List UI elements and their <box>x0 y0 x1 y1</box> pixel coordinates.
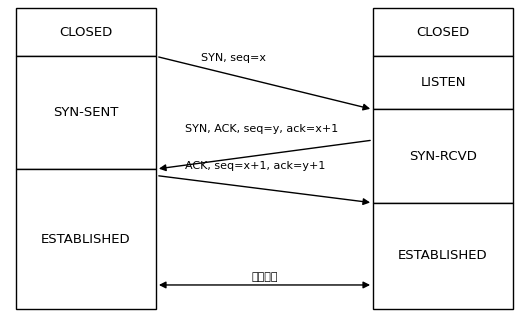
Polygon shape <box>16 8 156 56</box>
Polygon shape <box>373 56 513 109</box>
Polygon shape <box>373 8 513 56</box>
Polygon shape <box>16 169 156 309</box>
Text: ESTABLISHED: ESTABLISHED <box>398 250 488 262</box>
Text: ACK, seq=x+1, ack=y+1: ACK, seq=x+1, ack=y+1 <box>185 161 325 171</box>
Text: SYN, ACK, seq=y, ack=x+1: SYN, ACK, seq=y, ack=x+1 <box>185 124 339 134</box>
Text: LISTEN: LISTEN <box>420 76 466 90</box>
Text: ESTABLISHED: ESTABLISHED <box>41 232 131 246</box>
Text: CLOSED: CLOSED <box>59 26 113 39</box>
Text: 数据传输: 数据传输 <box>251 272 278 282</box>
Polygon shape <box>16 56 156 169</box>
Polygon shape <box>373 203 513 309</box>
Text: SYN, seq=x: SYN, seq=x <box>201 53 266 63</box>
Polygon shape <box>373 109 513 203</box>
Text: SYN-SENT: SYN-SENT <box>53 106 118 119</box>
Text: CLOSED: CLOSED <box>416 26 470 39</box>
Text: SYN-RCVD: SYN-RCVD <box>409 150 477 163</box>
